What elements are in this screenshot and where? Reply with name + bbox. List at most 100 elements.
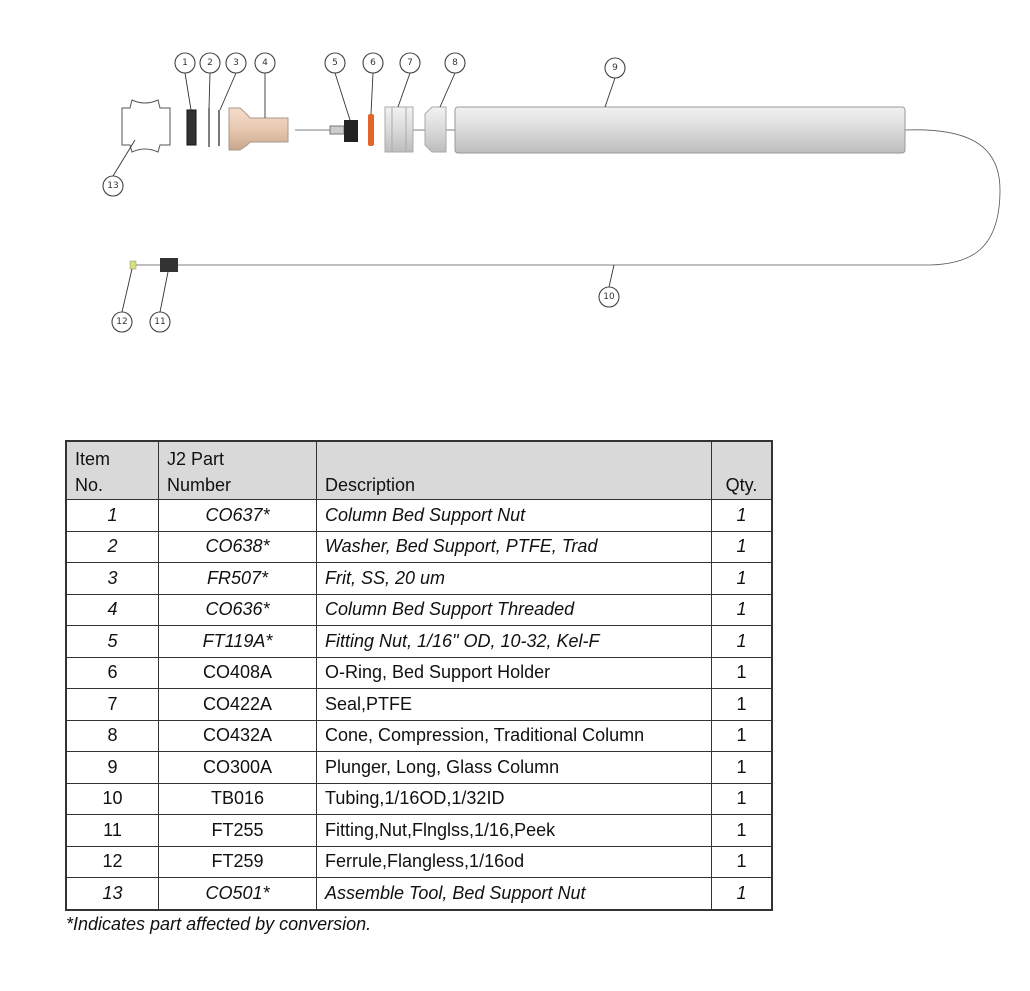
o-ring	[368, 114, 374, 146]
callout-7: 7	[407, 58, 413, 68]
description-cell: O-Ring, Bed Support Holder	[316, 656, 712, 689]
callout-12: 12	[116, 317, 127, 327]
header-line: J2 Part	[167, 449, 225, 469]
header-part-number: J2 Part Number	[158, 440, 317, 500]
description-cell: Column Bed Support Threaded	[316, 593, 712, 626]
tubing	[178, 129, 1001, 266]
qty-cell: 1	[711, 782, 773, 815]
callout-1: 1	[182, 58, 188, 68]
qty-cell: 1	[711, 593, 773, 626]
part-number-cell: FT255	[158, 814, 317, 847]
item-no-cell: 11	[65, 814, 159, 847]
item-no-cell: 9	[65, 751, 159, 784]
table-row: 9 CO300A Plunger, Long, Glass Column 1	[65, 751, 773, 784]
table-row: 1 CO637* Column Bed Support Nut 1	[65, 499, 773, 532]
callout-4: 4	[262, 58, 268, 68]
part-number-cell: CO408A	[158, 656, 317, 689]
item-no-cell: 12	[65, 845, 159, 878]
item-no-cell: 4	[65, 593, 159, 626]
qty-cell: 1	[711, 845, 773, 878]
exploded-parts-diagram: 1 2 3 4 5 6 7 8 9 10 11 12 13	[102, 52, 1001, 333]
qty-cell: 1	[711, 877, 773, 910]
part-number-cell: CO638*	[158, 530, 317, 563]
item-no-cell: 1	[65, 499, 159, 532]
parts-table: Item No. J2 Part Number Description Qty. 1…	[65, 440, 773, 911]
header-item-no: Item No.	[65, 440, 159, 500]
qty-cell: 1	[711, 625, 773, 658]
table-row: 13 CO501* Assemble Tool, Bed Support Nut 1	[65, 877, 773, 910]
table-row: 12 FT259 Ferrule,Flangless,1/16od 1	[65, 845, 773, 878]
part-number-cell: FR507*	[158, 562, 317, 595]
description-cell: Frit, SS, 20 um	[316, 562, 712, 595]
description-cell: Tubing,1/16OD,1/32ID	[316, 782, 712, 815]
header-line: No.	[75, 475, 104, 495]
ferrule	[129, 260, 137, 270]
callout-13: 13	[107, 181, 118, 191]
qty-cell: 1	[711, 814, 773, 847]
item-no-cell: 7	[65, 688, 159, 721]
item-no-cell: 6	[65, 656, 159, 689]
callout-labels: 1 2 3 4 5 6 7 8 9 10 11 12 13	[102, 52, 626, 333]
part-number-cell: CO636*	[158, 593, 317, 626]
part-number-cell: CO432A	[158, 719, 317, 752]
item-no-cell: 8	[65, 719, 159, 752]
table-body: 1 CO637* Column Bed Support Nut 1 2 CO638* Was…	[65, 499, 773, 910]
qty-cell: 1	[711, 719, 773, 752]
callout-3: 3	[233, 58, 239, 68]
description-cell: Washer, Bed Support, PTFE, Trad	[316, 530, 712, 563]
part-number-cell: CO300A	[158, 751, 317, 784]
table-row: 10 TB016 Tubing,1/16OD,1/32ID 1	[65, 782, 773, 815]
header-description: Description	[316, 440, 712, 500]
item-no-cell: 3	[65, 562, 159, 595]
qty-cell: 1	[711, 688, 773, 721]
part-number-cell: CO422A	[158, 688, 317, 721]
callout-10: 10	[603, 292, 615, 302]
part-number-cell: FT259	[158, 845, 317, 878]
description-cell: Fitting,Nut,Flnglss,1/16,Peek	[316, 814, 712, 847]
bed-support-nut	[186, 109, 197, 146]
qty-cell: 1	[711, 499, 773, 532]
callout-6: 6	[370, 58, 376, 68]
fitting-nut	[344, 120, 358, 142]
footnote: *Indicates part affected by conversion.	[66, 914, 372, 934]
table-row: 11 FT255 Fitting,Nut,Flnglss,1/16,Peek 1	[65, 814, 773, 847]
bed-support-threaded	[228, 107, 289, 151]
callout-2: 2	[207, 58, 213, 68]
item-no-cell: 10	[65, 782, 159, 815]
qty-cell: 1	[711, 751, 773, 784]
assemble-tool	[121, 99, 171, 153]
item-no-cell: 2	[65, 530, 159, 563]
item-no-cell: 5	[65, 625, 159, 658]
fitting-nut-peek	[160, 258, 178, 272]
qty-cell: 1	[711, 562, 773, 595]
description-cell: Fitting Nut, 1/16" OD, 10-32, Kel-F	[316, 625, 712, 658]
part-number-cell: FT119A*	[158, 625, 317, 658]
callout-9: 9	[612, 63, 618, 73]
table-row: 7 CO422A Seal,PTFE 1	[65, 688, 773, 721]
table-row: 4 CO636* Column Bed Support Threaded 1	[65, 593, 773, 626]
callout-11: 11	[154, 317, 165, 327]
table-row: 2 CO638* Washer, Bed Support, PTFE, Trad 1	[65, 530, 773, 563]
seal	[384, 106, 414, 153]
item-no-cell: 13	[65, 877, 159, 910]
part-number-cell: CO501*	[158, 877, 317, 910]
part-number-cell: CO637*	[158, 499, 317, 532]
callout-8: 8	[452, 58, 458, 68]
qty-cell: 1	[711, 530, 773, 563]
description-cell: Plunger, Long, Glass Column	[316, 751, 712, 784]
table-row: 3 FR507* Frit, SS, 20 um 1	[65, 562, 773, 595]
description-cell: Ferrule,Flangless,1/16od	[316, 845, 712, 878]
table-row: 6 CO408A O-Ring, Bed Support Holder 1	[65, 656, 773, 689]
table-row: 5 FT119A* Fitting Nut, 1/16" OD, 10-32, Ke…	[65, 625, 773, 658]
part-number-cell: TB016	[158, 782, 317, 815]
table-row: 8 CO432A Cone, Compression, Traditional Co…	[65, 719, 773, 752]
header-line: Number	[167, 475, 232, 495]
glass-column-plunger	[454, 106, 906, 154]
description-cell: Cone, Compression, Traditional Column	[316, 719, 712, 752]
description-cell: Assemble Tool, Bed Support Nut	[316, 877, 712, 910]
description-cell: Column Bed Support Nut	[316, 499, 712, 532]
table-header-row: Item No. J2 Part Number Description Qty.	[65, 440, 773, 500]
compression-cone	[424, 106, 447, 153]
qty-cell: 1	[711, 656, 773, 689]
header-qty: Qty.	[711, 440, 773, 500]
